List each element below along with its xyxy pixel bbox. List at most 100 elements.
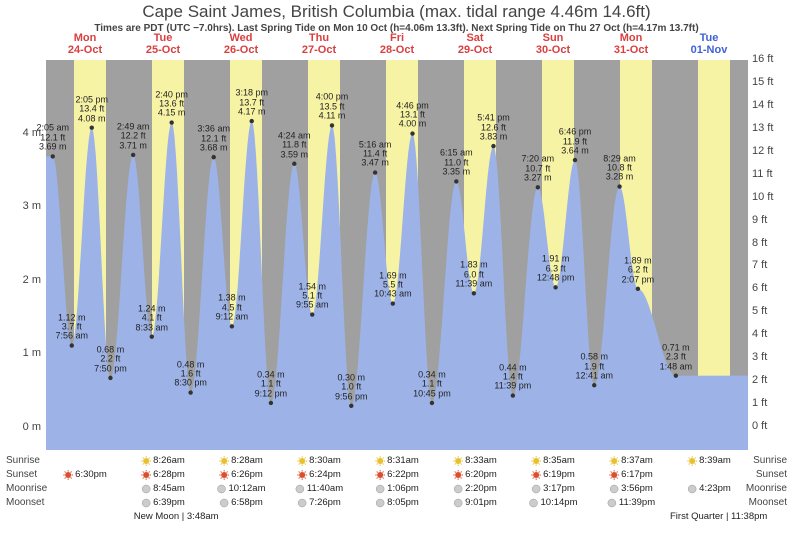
tide-extremum-label: 1.91 m6.3 ft12:48 pm <box>537 255 575 283</box>
row-sunrise-item: 8:37am <box>609 455 653 466</box>
row-moonrise-item: 10:12am <box>217 483 266 494</box>
row-sunrise-item: 8:26am <box>141 455 185 466</box>
y-tick-left: 4 m <box>1 127 41 139</box>
row-sunrise-item: 8:28am <box>219 455 263 466</box>
tide-extremum-label: 1.38 m4.5 ft9:12 am <box>216 294 249 322</box>
date-label: Sun30-Oct <box>514 32 592 56</box>
tide-extremum-label: 6:46 pm11.9 ft3.64 m <box>559 128 592 156</box>
row-sunset-item: 6:24pm <box>297 469 341 480</box>
y-tick-right: 4 ft <box>752 328 792 340</box>
sunset-label-l: Sunset <box>6 469 37 480</box>
y-tick-right: 16 ft <box>752 53 792 65</box>
y-tick-left: 2 m <box>1 274 41 286</box>
tide-extremum-label: 6:15 am11.0 ft3.35 m <box>440 149 473 177</box>
row-moonset-item: 10:14pm <box>529 497 578 508</box>
y-tick-right: 15 ft <box>752 76 792 88</box>
date-label: Mon24-Oct <box>46 32 124 56</box>
sunrise-label-l: Sunrise <box>6 455 40 466</box>
row-sunset-item: 6:28pm <box>141 469 185 480</box>
y-tick-left: 0 m <box>1 421 41 433</box>
tide-extremum-label: 5:41 pm12.6 ft3.83 m <box>477 114 510 142</box>
y-tick-right: 3 ft <box>752 351 792 363</box>
tide-extremum-label: 4:00 pm13.5 ft4.11 m <box>316 93 349 121</box>
row-sunset-item: 6:20pm <box>453 469 497 480</box>
tide-extremum-label: 0.44 m1.4 ft11:39 pm <box>494 363 531 391</box>
row-moonrise-item: 3:56pm <box>609 483 653 494</box>
date-label: Sat29-Oct <box>436 32 514 56</box>
tide-extremum-label: 1.12 m3.7 ft7:56 am <box>56 313 89 341</box>
moonset-label-r: Moonset <box>749 497 787 508</box>
row-moonrise-item: 2:20pm <box>453 483 497 494</box>
sunrise-label-r: Sunrise <box>753 455 787 466</box>
tide-extremum-label: 1.54 m5.1 ft9:55 am <box>296 282 329 310</box>
y-tick-right: 8 ft <box>752 237 792 249</box>
row-sunset-item: 6:19pm <box>531 469 575 480</box>
row-sunrise-item: 8:35am <box>531 455 575 466</box>
chart-title: Cape Saint James, British Columbia (max.… <box>0 0 793 22</box>
tide-extremum-label: 2:05 pm13.4 ft4.08 m <box>75 95 108 123</box>
row-moonset-item: 9:01pm <box>453 497 497 508</box>
tide-extremum-label: 1.24 m4.1 ft8:33 am <box>136 304 169 332</box>
tide-extremum-label: 0.71 m2.3 ft1:48 am <box>660 343 693 371</box>
tide-extremum-label: 2:05 am12.1 ft3.69 m <box>36 124 69 152</box>
moon-phase: New Moon | 3:48am <box>134 511 219 522</box>
tide-extremum-label: 0.34 m1.1 ft10:45 pm <box>413 371 451 399</box>
y-tick-right: 7 ft <box>752 259 792 271</box>
y-tick-right: 9 ft <box>752 214 792 226</box>
moonset-label-l: Moonset <box>6 497 44 508</box>
tide-extremum-label: 1.69 m5.5 ft10:43 am <box>374 271 412 299</box>
row-moonset-item: 11:39pm <box>607 497 655 508</box>
y-tick-right: 14 ft <box>752 99 792 111</box>
date-label: Mon31-Oct <box>592 32 670 56</box>
footer: Sunrise Sunrise 8:26am 8:28am 8:30am 8:31am… <box>0 455 793 525</box>
row-moonset-item: 6:58pm <box>219 497 263 508</box>
tide-extremum-label: 0.58 m1.9 ft12:41 am <box>575 353 613 381</box>
row-moonset-item: 7:26pm <box>297 497 341 508</box>
moonset-row: Moonset Moonset 6:39pm 6:58pm 7:26pm 8:05pm… <box>0 497 793 511</box>
row-moonset-item: 8:05pm <box>375 497 419 508</box>
row-sunset-item: 6:22pm <box>375 469 419 480</box>
tide-extremum-label: 3:36 am12.1 ft3.68 m <box>197 125 230 153</box>
date-label: Tue01-Nov <box>670 32 748 56</box>
row-sunrise-item: 8:39am <box>687 455 731 466</box>
tide-extremum-label: 3:18 pm13.7 ft4.17 m <box>235 89 268 117</box>
row-sunrise-item: 8:30am <box>297 455 341 466</box>
sunrise-row: Sunrise Sunrise 8:26am 8:28am 8:30am 8:31am… <box>0 455 793 469</box>
row-moonrise-item: 3:17pm <box>531 483 575 494</box>
row-moonset-item: 6:39pm <box>141 497 185 508</box>
y-tick-right: 11 ft <box>752 168 792 180</box>
moonrise-row: Moonrise Moonrise 8:45am 10:12am 11:40am 1:… <box>0 483 793 497</box>
y-tick-right: 10 ft <box>752 191 792 203</box>
row-sunrise-item: 8:31am <box>375 455 419 466</box>
tide-extremum-label: 2:40 pm13.6 ft4.15 m <box>155 90 188 118</box>
row-sunset-item: 6:17pm <box>609 469 653 480</box>
tide-extremum-label: 1.83 m6.0 ft11:39 am <box>455 261 492 289</box>
row-sunset-item: 6:26pm <box>219 469 263 480</box>
y-tick-left: 3 m <box>1 200 41 212</box>
moonrise-label-r: Moonrise <box>746 483 787 494</box>
row-moonrise-item: 1:06pm <box>375 483 419 494</box>
tide-extremum-label: 1.89 m6.2 ft2:07 pm <box>622 257 655 285</box>
y-tick-right: 13 ft <box>752 122 792 134</box>
tide-extremum-label: 8:29 am10.8 ft3.28 m <box>603 154 636 182</box>
sunset-row: Sunset Sunset 6:30pm6:28pm6:26pm6:24pm6:… <box>0 469 793 483</box>
tide-extremum-label: 2:49 am12.2 ft3.71 m <box>117 123 150 151</box>
y-tick-right: 5 ft <box>752 305 792 317</box>
y-tick-right: 1 ft <box>752 397 792 409</box>
row-sunrise-item: 8:33am <box>453 455 497 466</box>
tide-extremum-label: 0.48 m1.6 ft8:30 pm <box>174 360 207 388</box>
y-tick-left: 1 m <box>1 347 41 359</box>
tide-extremum-label: 4:24 am11.8 ft3.59 m <box>278 131 311 159</box>
sunset-label-r: Sunset <box>756 469 787 480</box>
moon-phase: First Quarter | 11:38pm <box>670 511 767 522</box>
moon-phase-row: New Moon | 3:48am First Quarter | 11:38pm <box>0 511 793 525</box>
tide-extremum-label: 4:46 pm13.1 ft4.00 m <box>396 101 429 129</box>
tide-extremum-label: 5:16 am11.4 ft3.47 m <box>359 140 392 168</box>
row-moonrise-item: 8:45am <box>141 483 185 494</box>
plot-area: 2:05 am12.1 ft3.69 m1.12 m3.7 ft7:56 am2… <box>46 60 748 450</box>
tide-extremum-label: 0.68 m2.2 ft7:50 pm <box>94 346 127 374</box>
row-moonrise-item: 11:40am <box>295 483 343 494</box>
moonrise-label-l: Moonrise <box>6 483 47 494</box>
y-tick-right: 0 ft <box>752 420 792 432</box>
date-label: Thu27-Oct <box>280 32 358 56</box>
